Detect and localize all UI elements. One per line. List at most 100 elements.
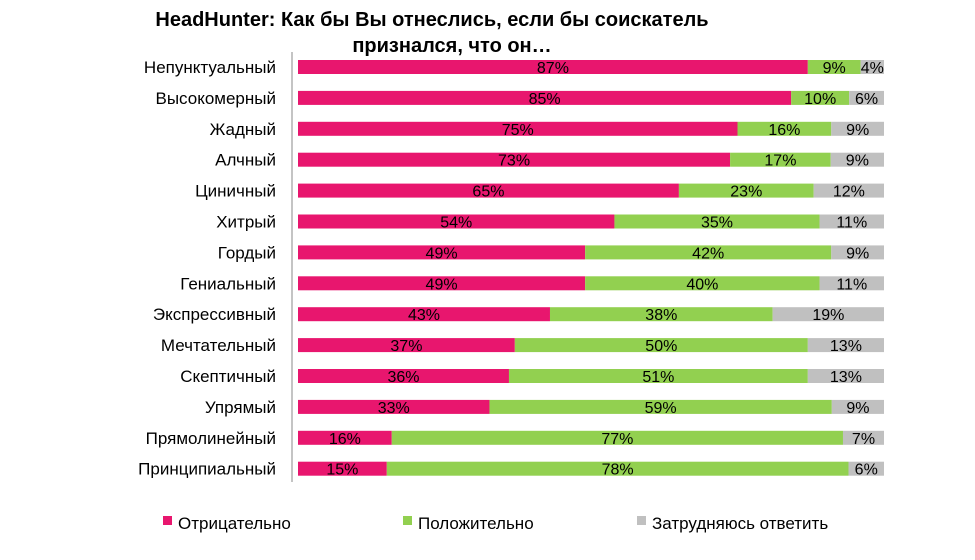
category-label: Скептичный <box>180 367 276 386</box>
chart-title-line-2: признался, что он… <box>352 35 551 57</box>
data-label-positive: 51% <box>642 369 674 386</box>
data-label-positive: 16% <box>768 122 800 139</box>
bar-segment-positive <box>737 121 832 136</box>
data-label-positive: 38% <box>645 307 677 324</box>
legend-label-positive: Положительно <box>418 514 534 533</box>
category-label: Жадный <box>210 120 276 139</box>
bar-segment-undecided <box>860 60 884 74</box>
bar-segment-positive <box>791 90 850 105</box>
legend-label-negative: Отрицательно <box>178 514 291 533</box>
bar-segment-negative <box>298 307 550 322</box>
category-label: Упрямый <box>205 398 276 417</box>
bar-segment-negative <box>298 399 490 414</box>
data-label-undecided: 11% <box>836 215 867 232</box>
data-label-undecided: 19% <box>812 307 844 324</box>
category-label: Мечтательный <box>161 336 276 355</box>
data-label-positive: 59% <box>645 400 677 417</box>
category-label: Принципиальный <box>138 460 276 479</box>
data-label-negative: 36% <box>387 369 419 386</box>
data-label-undecided: 9% <box>846 245 869 262</box>
bar-segment-undecided <box>772 307 884 322</box>
data-label-positive: 9% <box>823 60 846 77</box>
bar-segment-undecided <box>849 90 884 105</box>
bar-segment-negative <box>298 276 586 291</box>
data-label-negative: 54% <box>440 215 472 232</box>
data-label-undecided: 6% <box>855 91 878 108</box>
bar-segment-positive <box>386 461 849 476</box>
data-label-positive: 50% <box>645 338 677 355</box>
bar-segment-positive <box>614 214 820 229</box>
category-label: Гордый <box>218 243 276 262</box>
data-label-undecided: 12% <box>833 184 865 201</box>
bar-segment-undecided <box>831 399 884 414</box>
category-label: Хитрый <box>216 213 276 232</box>
bar-segment-undecided <box>830 152 884 167</box>
category-label: Прямолинейный <box>146 429 276 448</box>
data-label-positive: 10% <box>804 91 836 108</box>
data-label-undecided: 6% <box>855 462 878 479</box>
category-label: Циничный <box>195 182 276 201</box>
legend-swatch-undecided <box>637 516 646 525</box>
legend-swatch-positive <box>403 516 412 525</box>
bar-segment-negative <box>298 152 731 167</box>
bar-segment-undecided <box>842 430 884 445</box>
bar-segment-positive <box>678 183 814 198</box>
data-label-negative: 49% <box>426 245 458 262</box>
bar-segment-positive <box>514 338 808 353</box>
category-label: Непунктуальный <box>144 58 276 77</box>
chart-title: HeadHunter: Как бы Вы отнеслись, если бы… <box>155 9 708 57</box>
bar-segment-undecided <box>819 276 884 291</box>
category-label: Экспрессивный <box>153 305 276 324</box>
category-label: Высокомерный <box>156 89 277 108</box>
data-label-positive: 78% <box>602 462 634 479</box>
data-label-positive: 77% <box>601 431 633 448</box>
legend-swatch-negative <box>163 516 172 525</box>
data-label-undecided: 13% <box>830 369 862 386</box>
bar-segment-undecided <box>813 183 884 198</box>
data-label-negative: 87% <box>537 60 569 77</box>
bar-segment-positive <box>730 152 831 167</box>
data-label-positive: 35% <box>701 215 733 232</box>
chart-title-line-1: HeadHunter: Как бы Вы отнеслись, если бы… <box>155 9 708 31</box>
bar-segment-negative <box>298 338 515 353</box>
data-label-negative: 15% <box>326 462 358 479</box>
data-label-undecided: 9% <box>846 400 869 417</box>
data-label-positive: 40% <box>686 276 718 293</box>
data-label-negative: 73% <box>498 153 530 170</box>
legend-label-undecided: Затрудняюсь ответить <box>652 514 828 533</box>
data-label-negative: 85% <box>529 91 561 108</box>
bar-segment-positive <box>508 369 808 383</box>
bar-segment-negative <box>298 90 792 105</box>
bar-segment-positive <box>549 307 773 322</box>
bar-segment-positive <box>489 399 832 414</box>
data-label-positive: 17% <box>764 153 796 170</box>
data-label-negative: 37% <box>390 338 422 355</box>
bar-segment-positive <box>391 430 843 445</box>
data-label-undecided: 9% <box>846 153 869 170</box>
bar-segment-negative <box>298 60 808 74</box>
data-label-undecided: 7% <box>852 431 875 448</box>
bar-segment-positive <box>585 245 832 260</box>
bar-segment-undecided <box>848 461 884 476</box>
category-label: Гениальный <box>180 274 276 293</box>
bars-group: Непунктуальный 87% 9% 4% Высокомерный 85% 10% 6… <box>138 58 884 479</box>
bar-segment-undecided <box>831 121 884 136</box>
bar-segment-negative <box>298 183 679 198</box>
data-label-undecided: 13% <box>830 338 862 355</box>
data-label-undecided: 9% <box>846 122 869 139</box>
bar-segment-negative <box>298 214 615 229</box>
bar-segment-undecided <box>807 369 884 383</box>
legend: Отрицательно Положительно Затрудняюсь отве… <box>163 514 828 533</box>
category-label: Алчный <box>215 151 276 170</box>
bar-segment-undecided <box>831 245 884 260</box>
data-label-undecided: 11% <box>836 276 867 293</box>
bar-segment-undecided <box>807 338 884 353</box>
data-label-negative: 65% <box>472 184 504 201</box>
bar-segment-positive <box>585 276 820 291</box>
data-label-positive: 42% <box>692 245 724 262</box>
bar-segment-positive <box>807 60 861 74</box>
bar-segment-undecided <box>819 214 884 229</box>
data-label-positive: 23% <box>730 184 762 201</box>
bar-segment-negative <box>298 430 392 445</box>
